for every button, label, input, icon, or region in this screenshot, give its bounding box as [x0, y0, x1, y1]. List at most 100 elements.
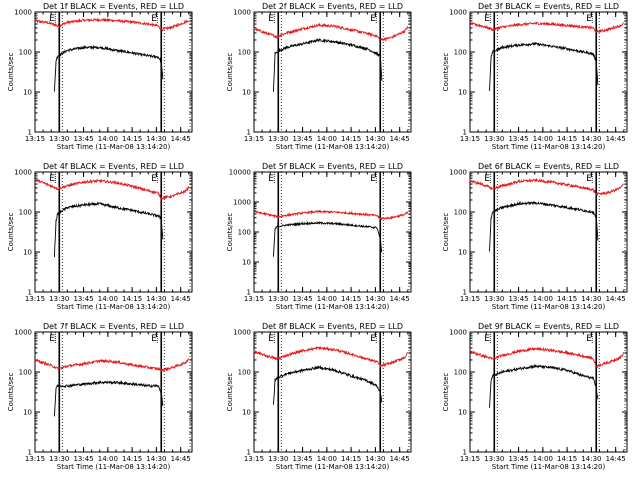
flag-label: E — [484, 14, 490, 24]
x-tick-label: 14:45 — [606, 295, 626, 303]
x-tick-label: 13:45 — [292, 135, 312, 143]
x-tick-label: 13:30 — [268, 135, 288, 143]
y-tick-label: 100 — [19, 49, 32, 57]
y-tick-label: 10 — [23, 89, 32, 97]
y-tick-label: 10 — [458, 249, 467, 257]
x-tick-label: 14:00 — [317, 295, 337, 303]
y-axis-label: Counts/sec — [442, 213, 450, 252]
panel-2: Det 2f BLACK = Events, RED = LLD 1 10 100 10… — [226, 2, 412, 151]
y-tick-label: 10 — [23, 409, 32, 417]
lld-series-line — [34, 17, 190, 32]
lld-series-line — [253, 345, 409, 368]
plot-frame — [253, 11, 412, 133]
y-tick-label: 1 — [463, 289, 467, 297]
y-tick-label: 1000 — [449, 329, 467, 337]
panel-title: Det 6f BLACK = Events, RED = LLD — [478, 162, 619, 171]
y-tick-label: 1000 — [449, 9, 467, 17]
x-tick-label: 13:15 — [25, 455, 45, 463]
events-series-line — [53, 201, 164, 257]
plot-frame — [469, 331, 628, 453]
x-tick-label: 14:00 — [533, 135, 553, 143]
flag-label: E — [49, 174, 55, 184]
y-tick-label: 1 — [28, 449, 32, 457]
plot-frame — [34, 331, 193, 453]
flag-label: E — [586, 14, 592, 24]
x-tick-label: 14:30 — [146, 455, 166, 463]
y-tick-label: 100 — [19, 369, 32, 377]
y-tick-label: 1 — [247, 289, 251, 297]
panel-title: Det 3f BLACK = Events, RED = LLD — [478, 2, 619, 11]
flag-label: E — [370, 14, 376, 24]
y-tick-label: 1000 — [449, 169, 467, 177]
events-series-line — [53, 379, 164, 417]
x-tick-label: 13:45 — [508, 295, 528, 303]
y-tick-label: 1 — [463, 129, 467, 137]
y-tick-label: 100 — [454, 369, 467, 377]
y-tick-label: 10 — [242, 259, 251, 267]
x-tick-label: 14:00 — [98, 455, 118, 463]
y-tick-label: 1000 — [14, 9, 32, 17]
y-tick-label: 1 — [247, 449, 251, 457]
y-tick-label: 100 — [238, 229, 251, 237]
flag-label: E — [268, 174, 274, 184]
flag-label: E — [484, 174, 490, 184]
x-tick-label: 13:15 — [244, 455, 264, 463]
flag-label: E — [151, 174, 157, 184]
y-tick-label: 1 — [28, 129, 32, 137]
lld-series-line — [34, 178, 190, 201]
x-axis-label: Start Time (11-Mar-08 13:14:20) — [57, 463, 171, 471]
x-tick-label: 13:45 — [73, 295, 93, 303]
flag-label: E — [370, 334, 376, 344]
x-tick-label: 14:45 — [606, 455, 626, 463]
y-tick-label: 10 — [242, 409, 251, 417]
x-tick-label: 14:15 — [341, 295, 361, 303]
y-tick-label: 10 — [23, 249, 32, 257]
x-tick-label: 14:15 — [557, 295, 577, 303]
y-tick-label: 100 — [19, 209, 32, 217]
flag-label: E — [151, 334, 157, 344]
x-tick-label: 14:45 — [171, 135, 191, 143]
lld-series-line — [469, 346, 625, 369]
x-tick-label: 14:30 — [146, 135, 166, 143]
x-tick-label: 13:30 — [268, 295, 288, 303]
x-tick-label: 13:30 — [49, 295, 69, 303]
flag-label: E — [49, 14, 55, 24]
y-tick-label: 100 — [238, 369, 251, 377]
panel-4: Det 4f BLACK = Events, RED = LLD 1 10 100 10… — [7, 162, 193, 311]
flag-label: E — [268, 14, 274, 24]
y-axis-label: Counts/sec — [226, 53, 234, 92]
y-tick-label: 1000 — [233, 329, 251, 337]
x-axis-label: Start Time (11-Mar-08 13:14:20) — [492, 463, 606, 471]
panel-1: Det 1f BLACK = Events, RED = LLD 1 10 100 10… — [7, 2, 193, 151]
lld-series-line — [34, 358, 190, 373]
lld-series-line — [253, 22, 409, 42]
events-series-line — [488, 41, 599, 91]
panel-title: Det 7f BLACK = Events, RED = LLD — [43, 322, 184, 331]
x-tick-label: 14:30 — [581, 295, 601, 303]
x-tick-label: 13:30 — [484, 455, 504, 463]
x-tick-label: 14:30 — [146, 295, 166, 303]
flag-label: E — [268, 334, 274, 344]
events-series-line — [272, 364, 383, 405]
lld-series-line — [469, 177, 624, 196]
panel-9: Det 9f BLACK = Events, RED = LLD 1 10 100 10… — [442, 322, 628, 471]
events-series-line — [488, 364, 599, 408]
x-tick-label: 14:30 — [365, 295, 385, 303]
x-tick-label: 13:45 — [292, 295, 312, 303]
x-tick-label: 13:30 — [484, 135, 504, 143]
y-tick-label: 1 — [28, 289, 32, 297]
x-tick-label: 14:45 — [390, 455, 410, 463]
flag-label: E — [49, 334, 55, 344]
x-tick-label: 13:45 — [508, 455, 528, 463]
x-tick-label: 14:15 — [122, 455, 142, 463]
x-tick-label: 14:15 — [557, 455, 577, 463]
panel-title: Det 9f BLACK = Events, RED = LLD — [478, 322, 619, 331]
y-tick-label: 100 — [454, 49, 467, 57]
x-axis-label: Start Time (11-Mar-08 13:14:20) — [276, 463, 390, 471]
y-axis-label: Counts/sec — [442, 373, 450, 412]
y-axis-label: Counts/sec — [7, 373, 15, 412]
lld-series-line — [253, 209, 409, 221]
panel-title: Det 4f BLACK = Events, RED = LLD — [43, 162, 184, 171]
x-tick-label: 13:45 — [292, 455, 312, 463]
